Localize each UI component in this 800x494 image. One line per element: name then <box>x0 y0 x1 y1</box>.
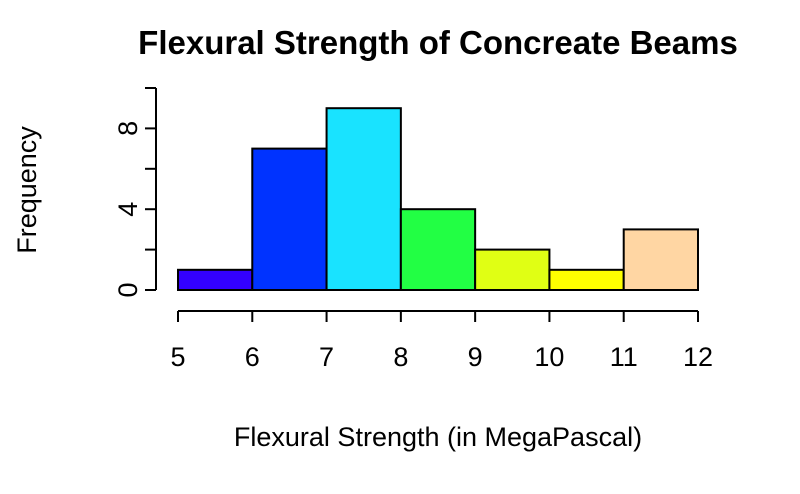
x-axis-label: Flexural Strength (in MegaPascal) <box>234 422 642 452</box>
bar-0 <box>177 268 254 291</box>
bar-6 <box>622 228 700 291</box>
x-tick-label-9: 9 <box>468 342 483 372</box>
bars-group <box>177 107 700 292</box>
y-tick-label-4: 4 <box>113 202 143 217</box>
bar-2 <box>325 107 402 291</box>
x-tick-label-12: 12 <box>683 342 713 372</box>
x-tick-label-10: 10 <box>534 342 564 372</box>
bar-3 <box>399 208 477 291</box>
bar-1 <box>251 147 328 291</box>
bar-4 <box>474 248 551 292</box>
y-axis: 0 4 8 <box>113 87 157 298</box>
x-tick-label-7: 7 <box>319 342 334 372</box>
x-tick-label-11: 11 <box>610 342 638 372</box>
x-tick-label-8: 8 <box>393 342 408 372</box>
y-axis-label: Frequency <box>12 126 42 254</box>
x-axis: 5 6 7 8 9 10 11 12 <box>170 310 713 372</box>
y-tick-label-8: 8 <box>113 121 143 136</box>
bar-5 <box>548 268 625 291</box>
chart-title: Flexural Strength of Concreate Beams <box>138 24 738 61</box>
x-tick-label-5: 5 <box>170 342 185 372</box>
x-tick-label-6: 6 <box>245 342 260 372</box>
y-tick-label-0: 0 <box>113 282 143 297</box>
